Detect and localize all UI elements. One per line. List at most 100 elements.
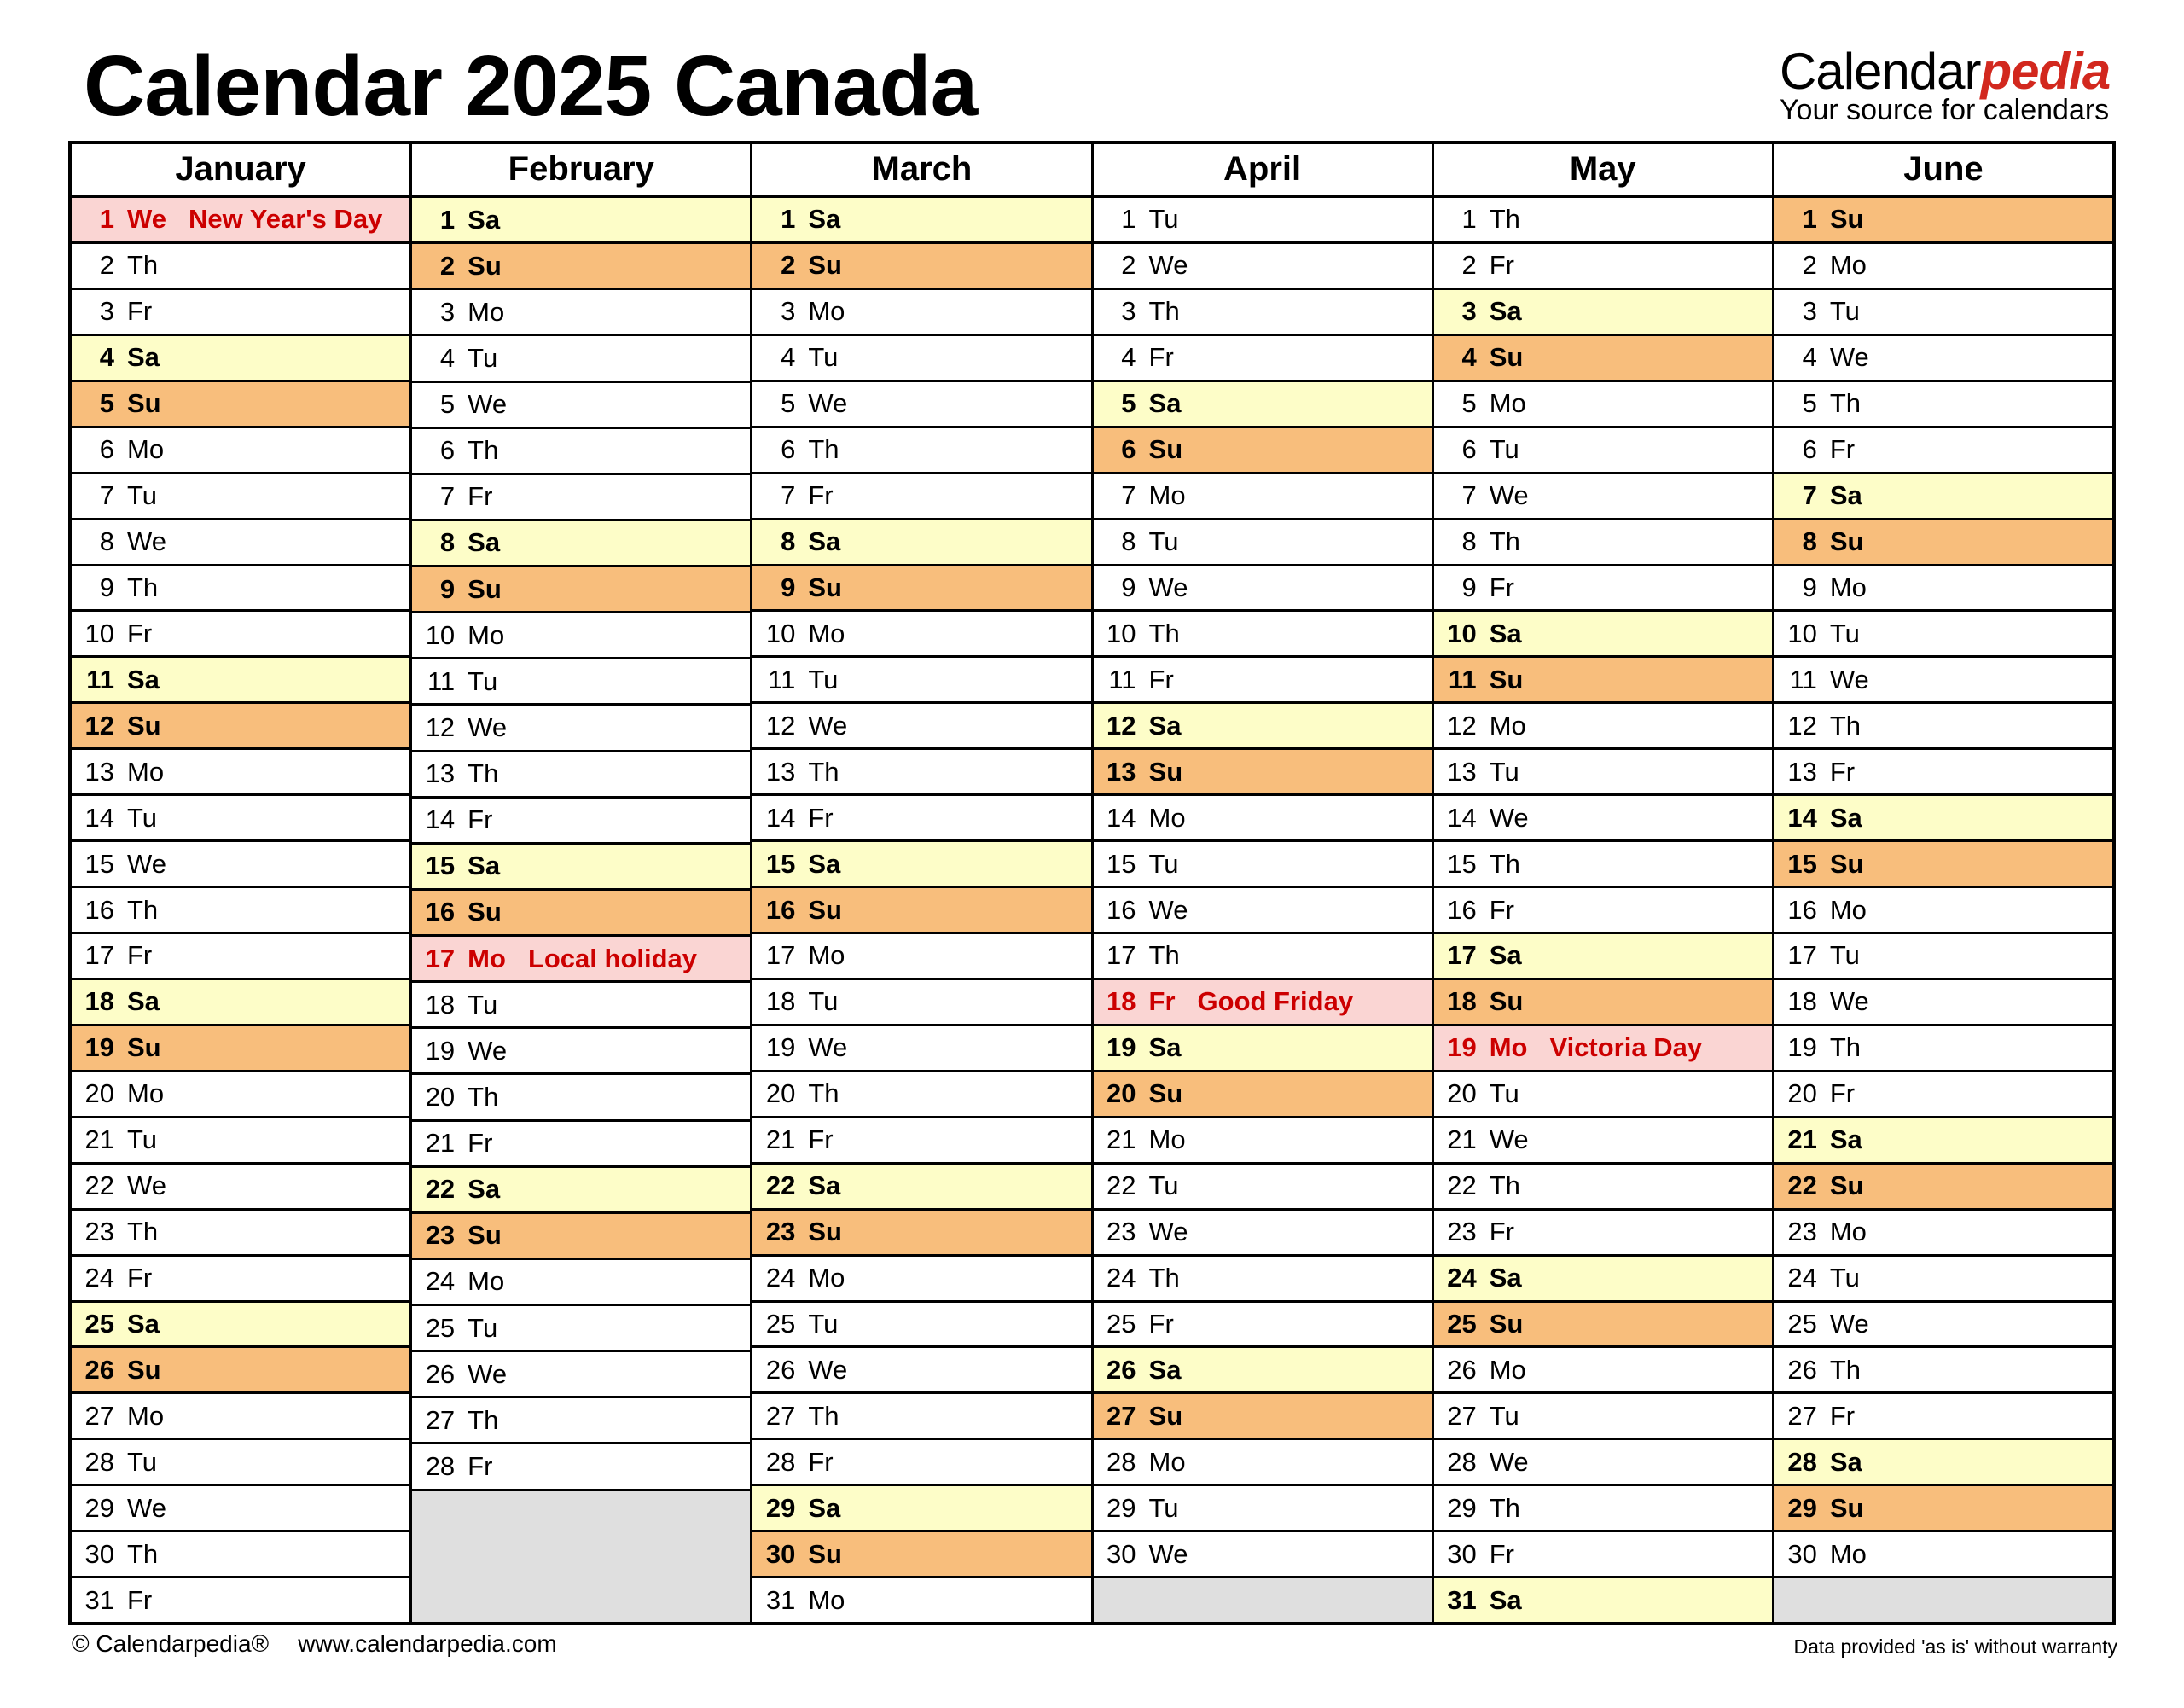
day-weekday: We — [1489, 1446, 1529, 1477]
day-cell-may-11: 11 Su — [1433, 658, 1772, 705]
day-weekday: We — [1489, 802, 1529, 833]
day-cell-may-18: 18 Su — [1433, 979, 1772, 1026]
day-number: 25 — [1787, 1308, 1817, 1339]
day-cell-february-12: 12 We — [412, 706, 751, 752]
day-number: 13 — [1787, 756, 1817, 787]
day-cell-february-9: 9 Su — [412, 567, 751, 614]
day-cell-may-26: 26 Mo — [1433, 1348, 1772, 1395]
day-weekday: Fr — [127, 1263, 153, 1293]
day-number: 3 — [99, 296, 114, 327]
day-weekday: Th — [1148, 1263, 1180, 1293]
day-weekday: Su — [808, 572, 842, 602]
day-weekday: Su — [1489, 342, 1524, 373]
day-weekday: Tu — [1489, 1400, 1519, 1431]
day-cell-june-6: 6 Fr — [1774, 427, 2113, 474]
page-title: Calendar 2025 Canada — [84, 38, 978, 134]
day-cell-february-24: 24 Mo — [412, 1259, 751, 1306]
day-number: 23 — [765, 1217, 796, 1247]
day-cell-march-24: 24 Mo — [752, 1256, 1091, 1303]
day-number: 22 — [1447, 1171, 1477, 1201]
day-number: 14 — [84, 802, 114, 833]
day-number: 3 — [781, 296, 796, 327]
day-cell-april-13: 13 Su — [1093, 750, 1432, 797]
day-number: 15 — [425, 851, 456, 881]
day-weekday: Sa — [1148, 710, 1182, 741]
day-cell-june-20: 20 Fr — [1774, 1072, 2113, 1118]
day-number: 28 — [1447, 1446, 1477, 1477]
day-weekday: Th — [1489, 848, 1520, 879]
day-cell-february-2: 2 Su — [412, 244, 751, 291]
day-number: 7 — [1461, 480, 1477, 511]
day-cell-january-4: 4 Sa — [72, 335, 410, 382]
day-number: 8 — [99, 526, 114, 557]
day-weekday: Fr — [1829, 434, 1856, 465]
day-number: 29 — [1447, 1492, 1477, 1523]
day-cell-june-1: 1 Su — [1774, 198, 2113, 244]
day-weekday: Su — [468, 1220, 502, 1251]
day-weekday: Sa — [1489, 1263, 1522, 1293]
day-weekday: Mo — [1829, 250, 1867, 281]
day-number: 4 — [99, 342, 114, 373]
day-number: 30 — [1787, 1538, 1817, 1569]
day-weekday: Sa — [1489, 940, 1522, 971]
day-weekday: We — [1489, 1124, 1529, 1155]
calendarpedia-logo[interactable]: Calendarpedia Your source for calendars — [1780, 46, 2111, 125]
day-number: 28 — [1107, 1446, 1136, 1477]
day-weekday: We — [808, 388, 848, 419]
day-number: 18 — [765, 986, 796, 1017]
day-cell-february-28: 28 Fr — [412, 1444, 751, 1491]
day-number: 26 — [84, 1354, 114, 1385]
day-cell-may-7: 7 We — [1433, 473, 1772, 520]
day-cell-april-4: 4 Fr — [1093, 335, 1432, 382]
day-cell-january-16: 16 Th — [72, 888, 410, 934]
day-number: 14 — [425, 805, 456, 835]
day-number: 21 — [1107, 1124, 1136, 1155]
day-number: 1 — [1121, 204, 1136, 235]
day-weekday: Sa — [127, 986, 160, 1017]
day-cell-january-9: 9 Th — [72, 566, 410, 613]
day-number: 5 — [99, 388, 114, 419]
day-cell-january-5: 5 Su — [72, 381, 410, 428]
day-number: 13 — [425, 758, 456, 789]
day-number: 16 — [84, 894, 114, 925]
day-number: 17 — [84, 940, 114, 971]
day-cell-may-5: 5 Mo — [1433, 381, 1772, 428]
day-cell-june-13: 13 Fr — [1774, 750, 2113, 797]
day-weekday: Mo — [1829, 1217, 1867, 1247]
day-weekday: Tu — [1148, 1171, 1179, 1201]
day-number: 24 — [1447, 1263, 1477, 1293]
day-weekday: Fr — [808, 802, 834, 833]
day-number: 4 — [1121, 342, 1136, 373]
day-cell-may-9: 9 Fr — [1433, 566, 1772, 613]
day-weekday: Sa — [1148, 1354, 1182, 1385]
day-cell-may-29: 29 Th — [1433, 1486, 1772, 1533]
day-number: 17 — [765, 940, 796, 971]
day-weekday: Sa — [127, 1308, 160, 1339]
day-number: 17 — [1107, 940, 1136, 971]
day-weekday: Th — [127, 250, 159, 281]
day-weekday: Th — [127, 1217, 159, 1247]
day-weekday: Fr — [1829, 1400, 1856, 1431]
website-link[interactable]: www.calendarpedia.com — [298, 1630, 557, 1657]
day-number: 7 — [781, 480, 796, 511]
day-cell-february-11: 11 Tu — [412, 659, 751, 706]
empty-cell-february — [412, 1534, 751, 1578]
day-weekday: Su — [1489, 664, 1524, 694]
day-weekday: Sa — [468, 851, 501, 881]
day-weekday: We — [1829, 1308, 1869, 1339]
day-weekday: Fr — [808, 1124, 834, 1155]
day-number: 10 — [84, 618, 114, 648]
day-number: 24 — [1787, 1263, 1817, 1293]
day-number: 7 — [1802, 480, 1817, 511]
day-cell-march-26: 26 We — [752, 1348, 1091, 1395]
day-weekday: Th — [1148, 618, 1180, 648]
day-weekday: Mo — [1829, 1538, 1867, 1569]
day-weekday: Su — [1489, 1308, 1524, 1339]
day-weekday: Tu — [1148, 526, 1179, 557]
day-cell-february-3: 3 Mo — [412, 290, 751, 337]
day-weekday: Th — [808, 756, 839, 787]
day-cell-february-10: 10 Mo — [412, 613, 751, 660]
day-number: 15 — [1107, 848, 1136, 879]
day-cell-april-18: 18 Fr Good Friday — [1093, 979, 1432, 1026]
day-cell-january-24: 24 Fr — [72, 1256, 410, 1303]
